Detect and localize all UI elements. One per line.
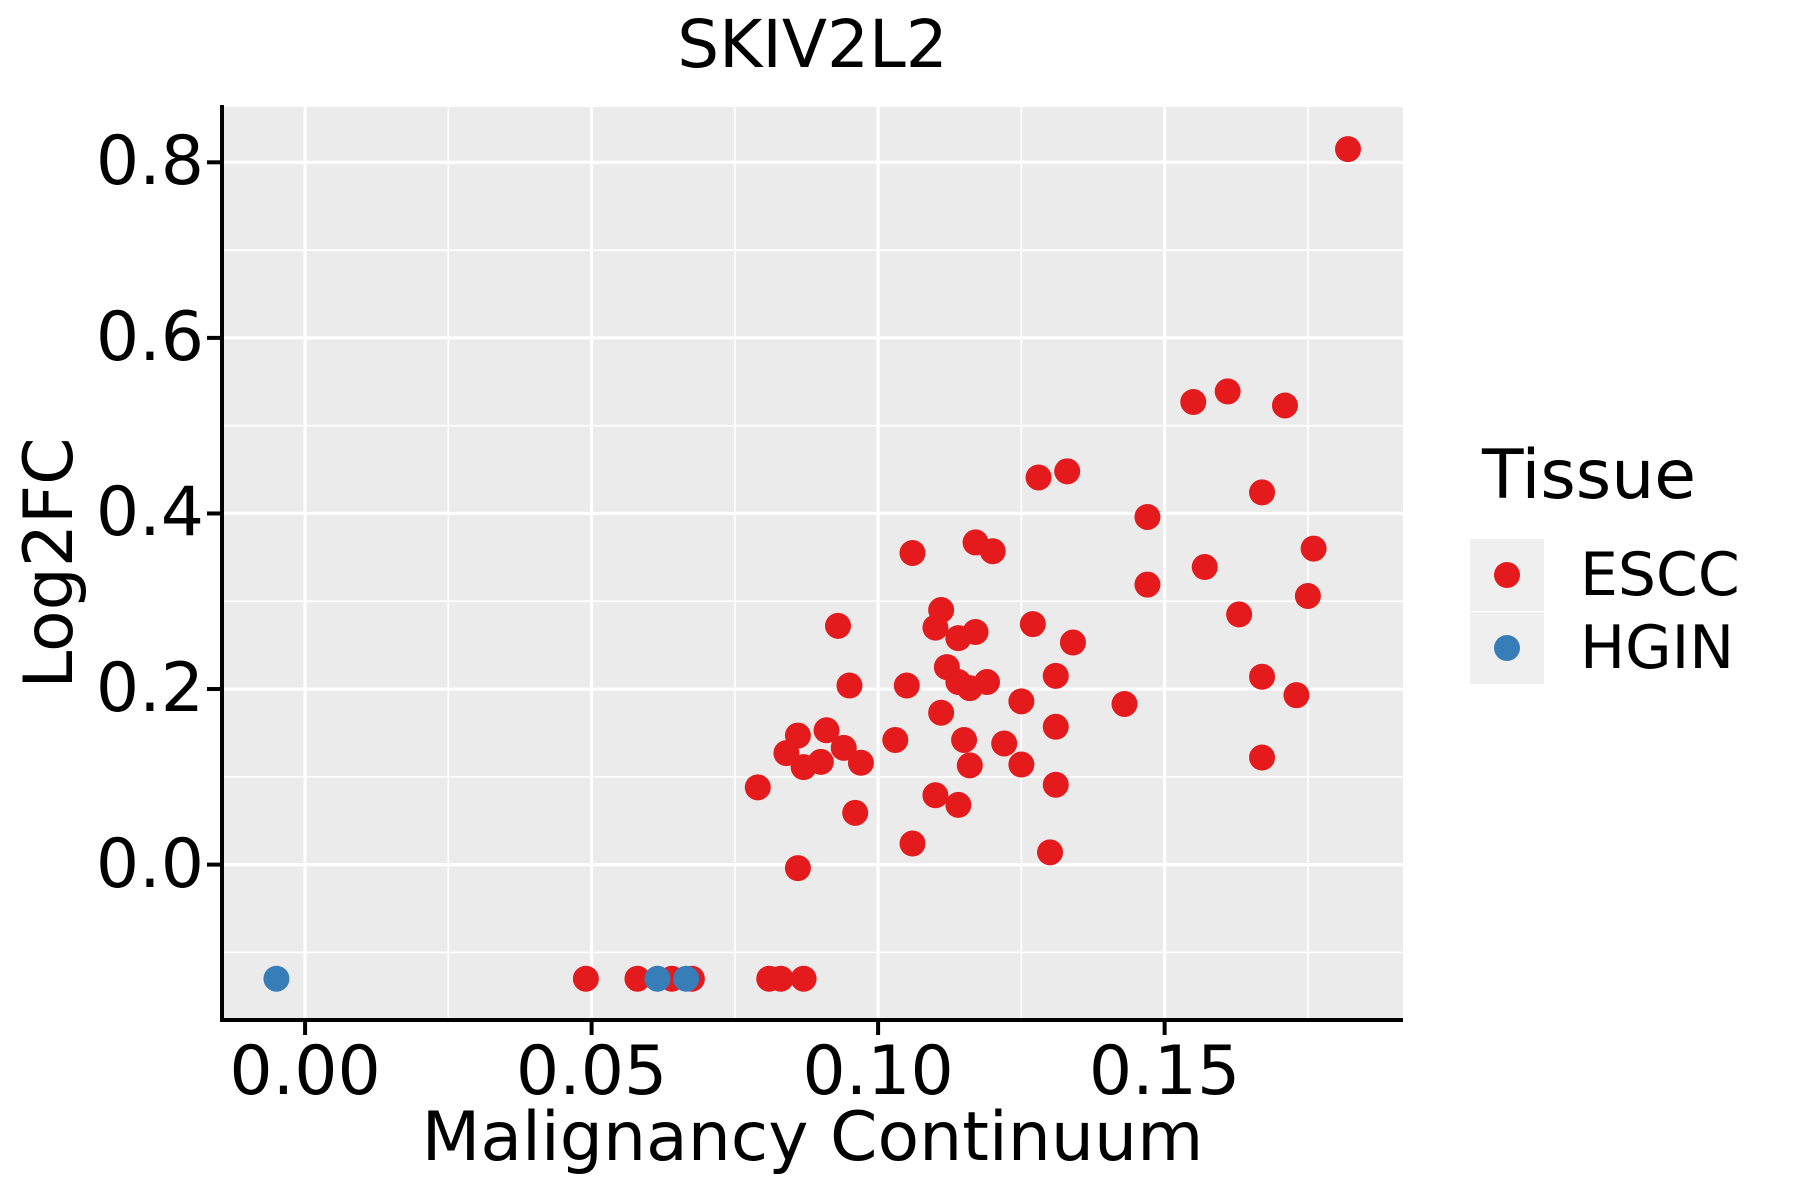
legend-title: Tissue <box>1482 436 1697 515</box>
y-tick-label: 0.8 <box>95 122 204 202</box>
x-tick-label: 0.00 <box>229 1032 381 1111</box>
data-point-escc <box>830 734 857 761</box>
data-point-escc <box>1191 554 1218 581</box>
data-point-escc <box>1008 751 1035 778</box>
y-tick-label: 0.6 <box>95 297 204 377</box>
data-point-escc <box>899 830 926 857</box>
data-point-escc <box>790 754 817 781</box>
x-axis-title: Malignancy Continuum <box>421 1098 1204 1177</box>
data-point-escc <box>773 740 800 767</box>
data-point-escc <box>956 752 983 779</box>
plot-title: SKIV2L2 <box>677 6 948 83</box>
data-point-escc <box>1054 458 1081 485</box>
data-point-escc <box>893 672 920 699</box>
data-point-escc <box>1042 713 1069 740</box>
y-tick-label: 0.4 <box>95 473 204 553</box>
data-point-escc <box>1134 571 1161 598</box>
data-point-escc <box>951 726 978 753</box>
legend: Tissue ESCC HGIN <box>1470 440 1800 684</box>
y-tick-label: 0.0 <box>95 824 204 904</box>
x-tick-label: 0.10 <box>802 1032 954 1111</box>
data-point-escc <box>790 965 817 992</box>
data-point-escc <box>1042 771 1069 798</box>
data-point-escc <box>624 965 651 992</box>
data-point-escc <box>824 612 851 639</box>
data-point-escc <box>1180 388 1207 415</box>
data-point-escc <box>1249 663 1276 690</box>
legend-key-escc <box>1470 538 1544 611</box>
legend-item-hgin: HGIN <box>1470 611 1800 684</box>
data-point-escc <box>1019 611 1046 638</box>
legend-label-hgin: HGIN <box>1580 612 1735 683</box>
data-point-escc <box>1042 662 1069 689</box>
x-tick-label: 0.15 <box>1088 1032 1241 1111</box>
legend-item-escc: ESCC <box>1470 538 1800 611</box>
data-point-escc <box>1214 378 1241 405</box>
plot-panel <box>222 107 1403 1020</box>
data-point-escc <box>842 799 869 826</box>
data-point-escc <box>882 726 909 753</box>
data-point-escc <box>572 965 599 992</box>
data-point-escc <box>1271 392 1298 419</box>
data-point-escc <box>1111 690 1138 717</box>
data-point-escc <box>922 614 949 641</box>
data-point-escc <box>1134 503 1161 530</box>
data-point-escc <box>1249 479 1276 506</box>
data-point-escc <box>784 855 811 882</box>
data-point-escc <box>813 717 840 744</box>
data-point-escc <box>1025 464 1052 491</box>
legend-label-escc: ESCC <box>1580 539 1740 610</box>
data-point-escc <box>945 625 972 652</box>
data-point-escc <box>899 539 926 566</box>
data-point-escc <box>1059 629 1086 656</box>
hgin-dot-icon <box>1494 634 1520 661</box>
data-point-escc <box>1300 535 1327 562</box>
data-point-escc <box>744 774 771 801</box>
data-point-escc <box>1334 136 1361 163</box>
y-tick-label: 0.2 <box>95 649 204 729</box>
y-axis-title: Log2FC <box>10 437 89 689</box>
data-point-escc <box>922 782 949 809</box>
data-point-escc <box>1008 688 1035 715</box>
legend-key-hgin <box>1470 611 1544 684</box>
data-point-hgin <box>673 965 700 992</box>
data-point-escc <box>836 672 863 699</box>
data-point-escc <box>1226 601 1253 628</box>
data-point-escc <box>1283 682 1310 709</box>
data-point-escc <box>928 699 955 726</box>
data-point-escc <box>956 675 983 702</box>
data-point-escc <box>1249 744 1276 771</box>
data-point-escc <box>979 538 1006 565</box>
data-point-escc <box>991 730 1018 757</box>
data-point-escc <box>847 749 874 776</box>
data-point-escc <box>1294 582 1321 609</box>
data-point-hgin <box>263 965 290 992</box>
data-point-hgin <box>644 965 671 992</box>
data-point-escc <box>1037 839 1064 866</box>
data-point-escc <box>767 965 794 992</box>
data-point-escc <box>945 791 972 818</box>
x-tick-label: 0.05 <box>515 1032 668 1111</box>
escc-dot-icon <box>1494 561 1520 588</box>
